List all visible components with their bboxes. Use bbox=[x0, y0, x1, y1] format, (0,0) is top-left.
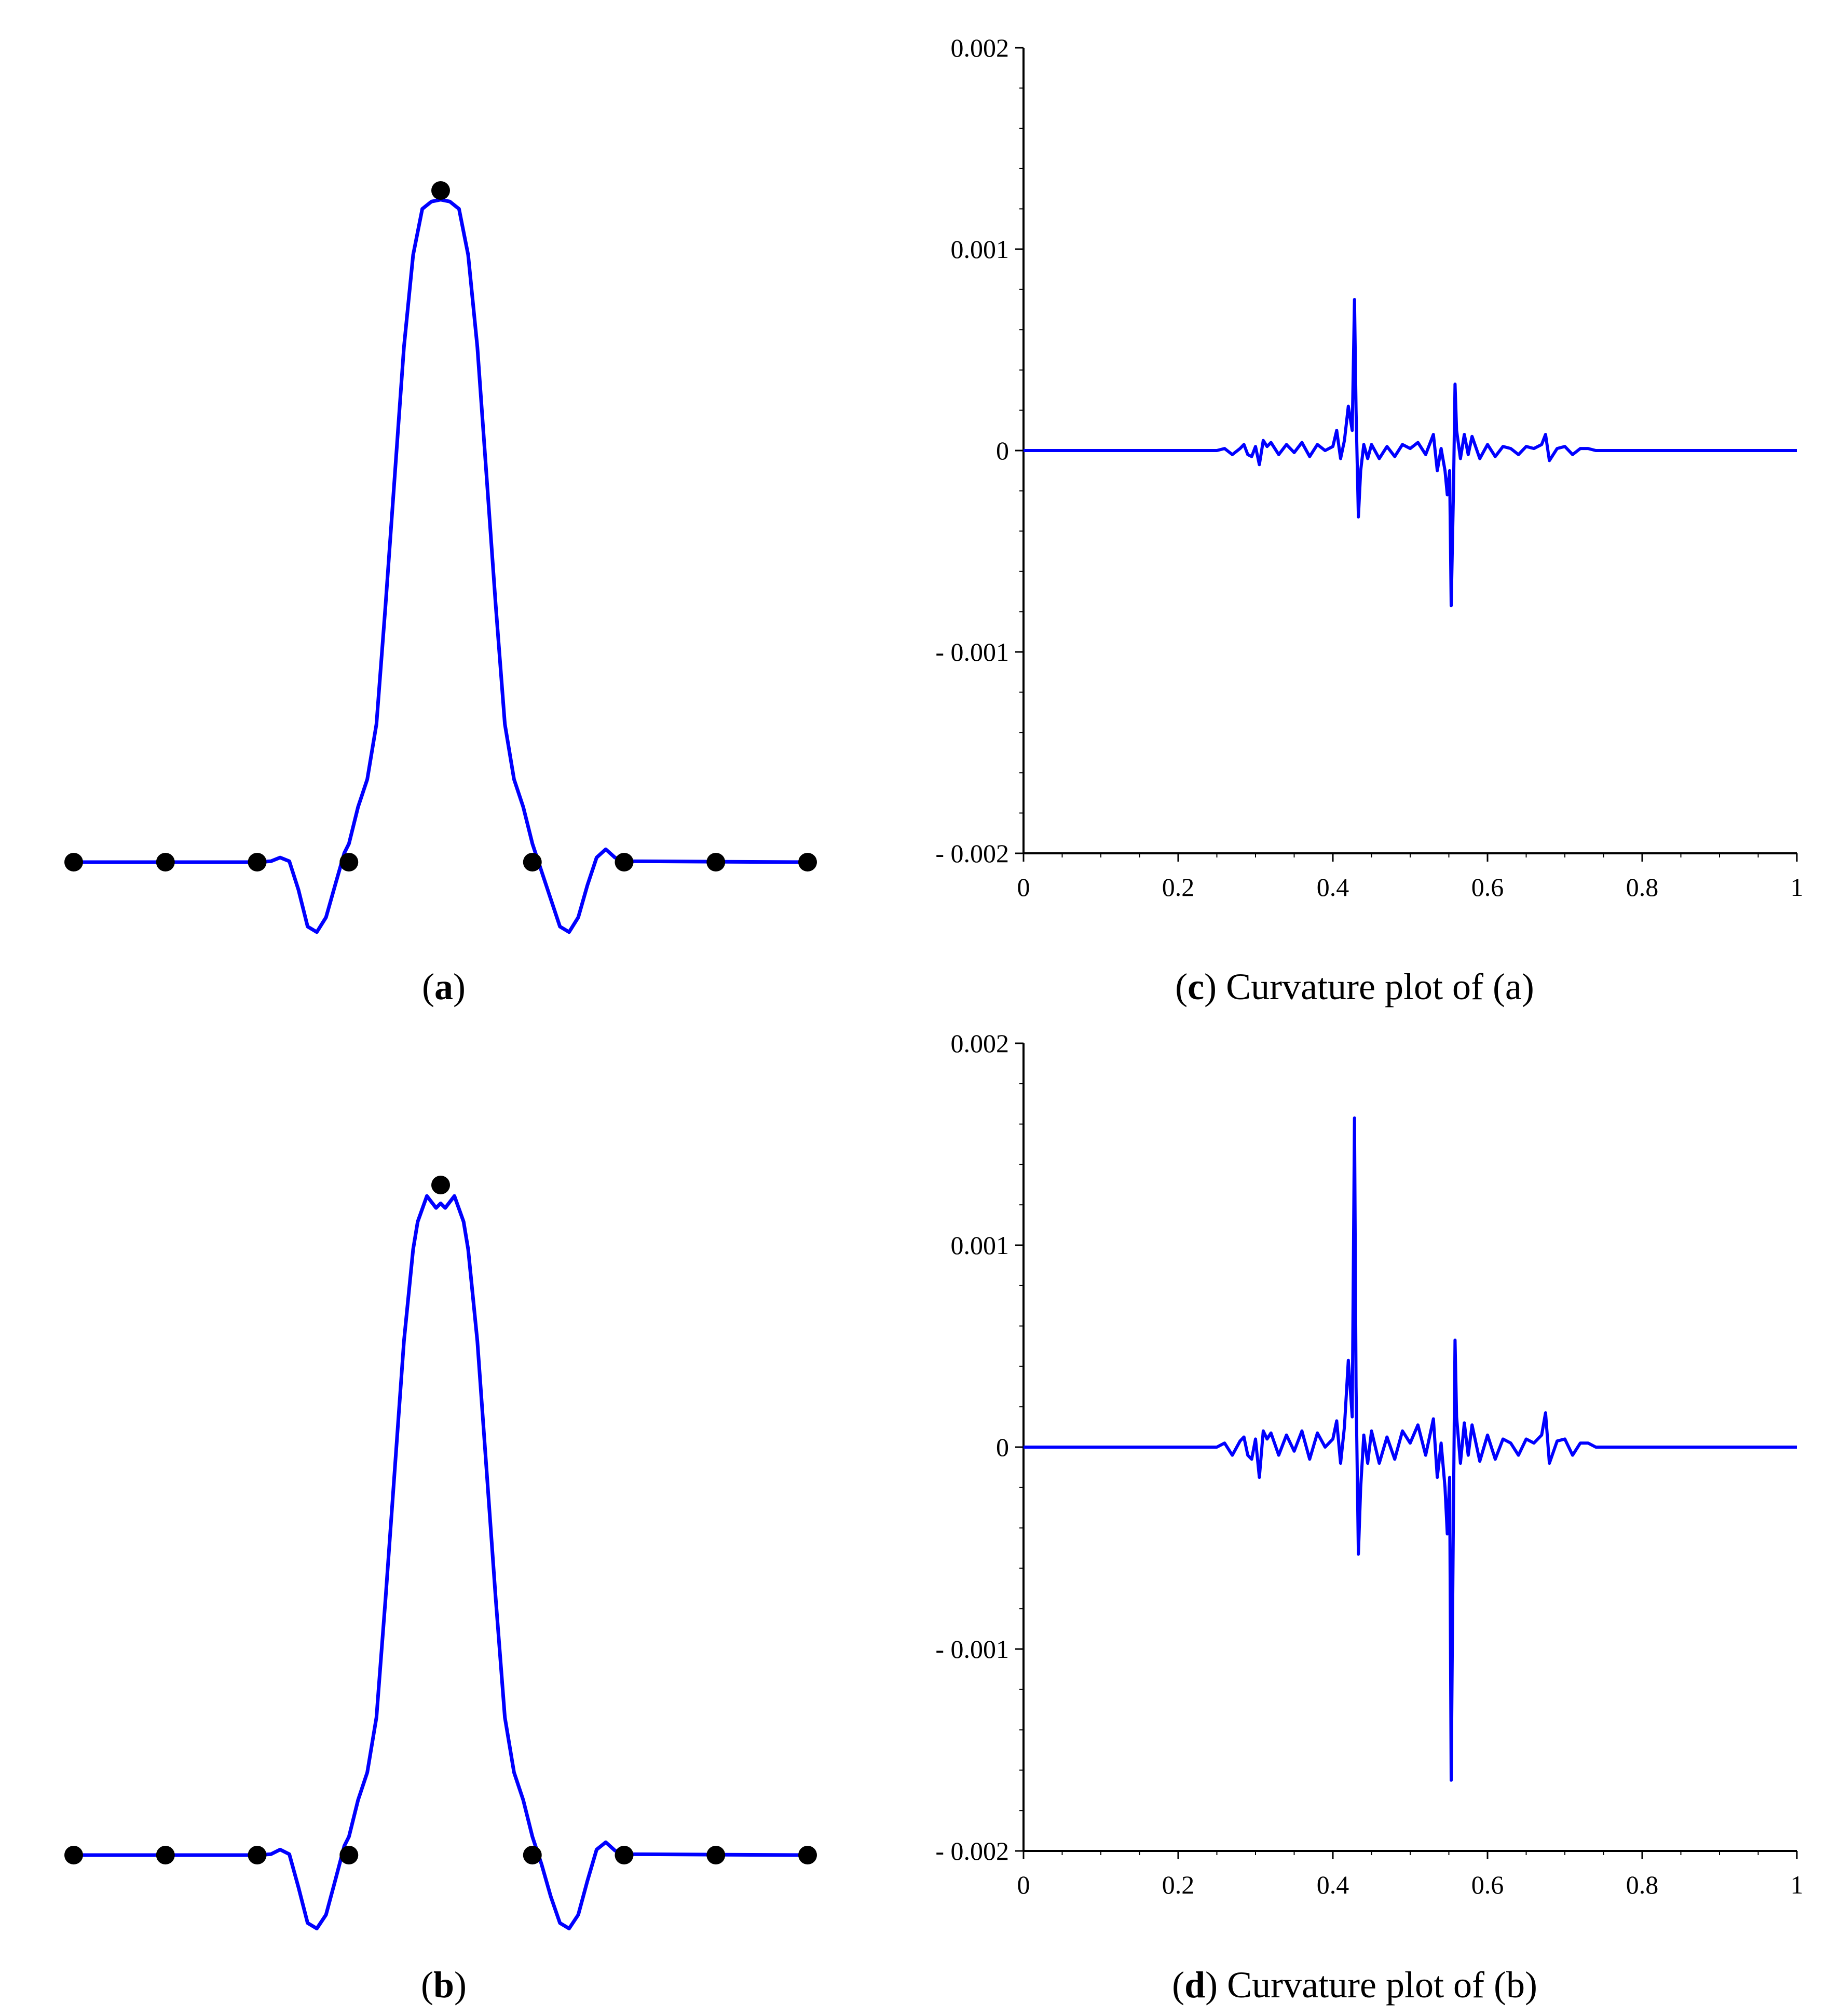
control-point bbox=[798, 853, 817, 871]
x-tick-label: 0.2 bbox=[1162, 873, 1195, 902]
y-tick-label: - 0.002 bbox=[935, 1836, 1009, 1865]
control-point bbox=[156, 1846, 175, 1864]
caption-c: (c) Curvature plot of (a) bbox=[1175, 966, 1534, 1007]
control-point bbox=[431, 181, 450, 200]
control-point bbox=[798, 1846, 817, 1864]
x-tick-label: 0 bbox=[1017, 873, 1030, 902]
curve-line-b bbox=[72, 1194, 810, 1930]
control-point bbox=[615, 853, 634, 871]
y-tick-label: - 0.001 bbox=[935, 637, 1009, 666]
y-tick-label: - 0.002 bbox=[935, 839, 1009, 868]
curve-line-a bbox=[72, 198, 810, 934]
control-point bbox=[706, 853, 726, 871]
caption-d: (d) Curvature plot of (b) bbox=[1172, 1964, 1537, 2006]
y-tick-label: 0.002 bbox=[951, 1029, 1010, 1058]
x-tick-label: 0 bbox=[1017, 1870, 1030, 1899]
x-tick-label: 1 bbox=[1791, 1870, 1804, 1899]
control-point bbox=[615, 1846, 634, 1864]
x-tick-label: 0.8 bbox=[1626, 1870, 1659, 1899]
y-tick-label: 0.001 bbox=[951, 1231, 1010, 1260]
panel-a-bezier-curve bbox=[64, 181, 817, 934]
y-tick-label: - 0.001 bbox=[935, 1634, 1009, 1664]
caption-b: (b) bbox=[421, 1964, 467, 2006]
y-tick-label: 0 bbox=[996, 1433, 1009, 1462]
control-point bbox=[64, 1846, 83, 1864]
curvature-series-line bbox=[1024, 1116, 1797, 1782]
caption-a: (a) bbox=[422, 966, 466, 1007]
y-tick-label: 0 bbox=[996, 436, 1009, 465]
x-tick-label: 1 bbox=[1791, 873, 1804, 902]
control-point bbox=[64, 853, 83, 871]
control-point bbox=[523, 1846, 542, 1864]
control-point bbox=[706, 1846, 726, 1864]
control-point bbox=[431, 1176, 450, 1194]
panel-b-bezier-curve bbox=[64, 1176, 817, 1930]
control-point bbox=[339, 1846, 359, 1864]
y-tick-label: 0.001 bbox=[951, 235, 1010, 264]
curvature-series-line bbox=[1024, 298, 1797, 607]
x-tick-label: 0.6 bbox=[1471, 873, 1504, 902]
control-point bbox=[248, 853, 267, 871]
control-point bbox=[248, 1846, 267, 1864]
panel-d-curvature-plot: 0.002 0.001 0 - 0.001 - 0.002 0 0.2 0.4 0.6 0.8 1 bbox=[935, 1029, 1803, 1899]
x-tick-label: 0.8 bbox=[1626, 873, 1659, 902]
x-tick-label: 0.2 bbox=[1162, 1870, 1195, 1899]
y-tick-label: 0.002 bbox=[951, 33, 1010, 62]
control-point bbox=[523, 853, 542, 871]
x-tick-label: 0.4 bbox=[1317, 1870, 1349, 1899]
panel-c-curvature-plot: 0.002 0.001 0 - 0.001 - 0.002 0 0.2 0.4 0.6 0.8 1 bbox=[935, 33, 1803, 902]
x-tick-label: 0.4 bbox=[1317, 873, 1349, 902]
x-tick-label: 0.6 bbox=[1471, 1870, 1504, 1899]
control-point bbox=[339, 853, 359, 871]
control-point bbox=[156, 853, 175, 871]
